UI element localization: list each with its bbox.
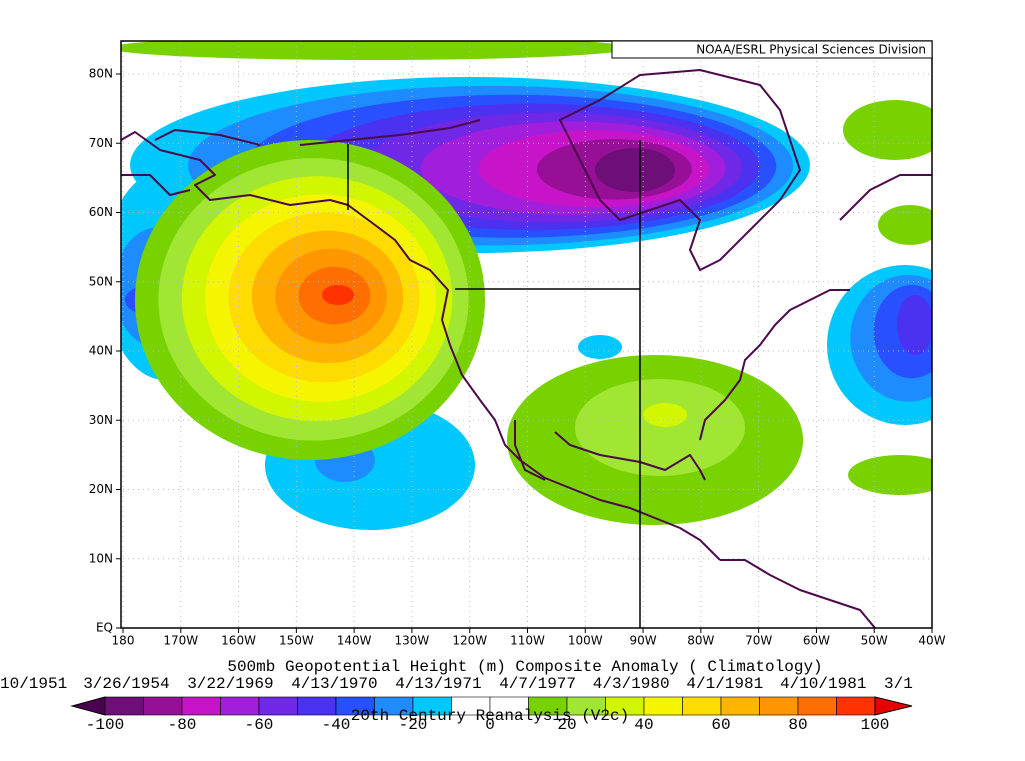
lat-label: 20N — [89, 482, 113, 496]
colorbar-label: 60 — [711, 716, 730, 734]
colorbar-label: 20 — [557, 716, 576, 734]
colorbar-label: -60 — [245, 716, 274, 734]
lat-label: 10N — [89, 551, 113, 565]
lat-label: EQ — [96, 621, 113, 635]
map-title: 500mb Geopotential Height (m) Composite … — [227, 658, 822, 676]
coastline — [120, 131, 721, 561]
colorbar-box — [104, 696, 144, 716]
colorbar-box — [220, 696, 260, 716]
colorbar-low — [70, 696, 106, 716]
colorbar-box — [181, 696, 221, 716]
date: 4/3/1980 — [593, 675, 670, 693]
date: 3/26/1954 — [83, 675, 169, 693]
colorbar-box — [759, 696, 799, 716]
anomaly-contour — [322, 285, 354, 305]
lon-label: 40W — [918, 634, 945, 648]
date: 4/10/1981 — [780, 675, 866, 693]
colorbar-label: -40 — [322, 716, 351, 734]
anomaly-contour — [575, 379, 745, 476]
colorbar-box — [143, 696, 183, 716]
anomaly-contour — [897, 295, 932, 355]
colorbar-high — [874, 696, 913, 716]
colorbar-label: -20 — [399, 716, 428, 734]
coastline — [121, 119, 481, 196]
anomaly-contour — [878, 205, 932, 245]
colorbar-label: 40 — [634, 716, 653, 734]
colorbar-box — [682, 696, 722, 716]
anomaly-contour — [848, 455, 932, 495]
lon-label: 70W — [745, 634, 772, 648]
lon-label: 50W — [861, 634, 888, 648]
coastline — [559, 69, 801, 271]
colorbar-label: 100 — [861, 716, 890, 734]
lat-label: 40N — [89, 344, 113, 358]
lon-label: 150W — [279, 634, 314, 648]
colorbar: -100 -80 -60 -40 -20 0 20 40 60 80 100 — [70, 696, 913, 734]
lon-label: 60W — [803, 634, 830, 648]
date: 4/1/1981 — [686, 675, 763, 693]
lat-label: 80N — [89, 67, 113, 81]
lon-label: 100W — [568, 634, 603, 648]
colorbar-label: 80 — [788, 716, 807, 734]
colorbar-box — [797, 696, 837, 716]
lat-label: 60N — [89, 205, 113, 219]
colorbar-label: 0 — [485, 716, 495, 734]
borders — [347, 140, 641, 628]
colorbar-box — [258, 696, 298, 716]
colorbar-box — [643, 696, 683, 716]
anomaly-contour — [578, 335, 622, 359]
lat-label: 50N — [89, 274, 113, 288]
date: 4/7/1977 — [499, 675, 576, 693]
anomaly-contour — [643, 403, 687, 427]
date: 4/13/1971 — [395, 675, 481, 693]
dates: 10/1951 3/26/1954 3/22/1969 4/13/1970 4/13/1… — [0, 675, 913, 693]
date: 3/22/1969 — [187, 675, 273, 693]
colorbar-label: -80 — [168, 716, 197, 734]
lon-label: 120W — [452, 634, 487, 648]
coastline — [720, 174, 932, 629]
lon-label: 160W — [221, 634, 256, 648]
date: 10/1951 — [0, 675, 67, 693]
map-subtitle: 20th Century Reanalysis (V2c) — [351, 707, 629, 725]
lon-label: 80W — [687, 634, 714, 648]
lon-label: 90W — [630, 634, 657, 648]
lat-label: 30N — [89, 413, 113, 427]
colorbar-label: -100 — [86, 716, 124, 734]
lat-label: 70N — [89, 136, 113, 150]
anomaly-contour — [595, 148, 675, 192]
credit-box — [611, 40, 933, 59]
coastline — [514, 289, 850, 481]
date: 4/13/1970 — [291, 675, 377, 693]
date: 3/1 — [884, 675, 913, 693]
coastlines — [120, 69, 932, 629]
lon-label: 110W — [510, 634, 545, 648]
credit: NOAA/ESRL Physical Sciences Division — [696, 43, 926, 57]
lon-label: 140W — [337, 634, 372, 648]
anomaly-contour — [843, 100, 932, 160]
anomaly-contour — [121, 41, 630, 60]
lon-label: 170W — [163, 634, 198, 648]
anomaly-field — [121, 41, 932, 530]
lon-label: 130W — [395, 634, 430, 648]
lon-label: 180 — [112, 634, 135, 648]
colorbar-box — [836, 696, 876, 716]
colorbar-box — [297, 696, 337, 716]
map-frame — [120, 40, 933, 629]
colorbar-box — [720, 696, 760, 716]
